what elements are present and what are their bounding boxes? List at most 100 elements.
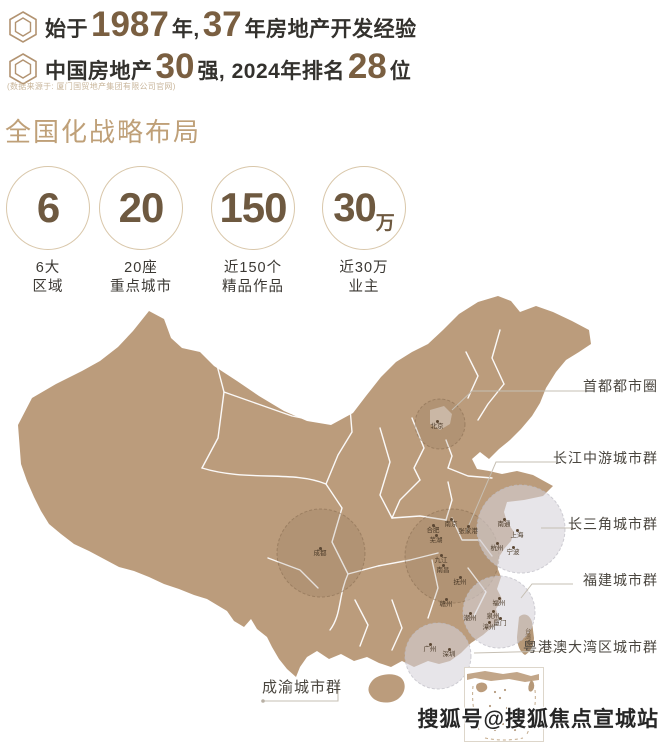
city-dot-icon — [441, 563, 445, 567]
stat-circle: 150 — [211, 166, 295, 250]
stat-circle: 20 — [99, 166, 183, 250]
label-greater-bay-cluster: 粤港澳大湾区城市群 — [523, 639, 658, 655]
cred2-prefix: 中国房地产 — [45, 60, 153, 83]
china-landmass — [18, 296, 591, 677]
city-name-label: 潮州 — [463, 614, 477, 622]
stat-value: 30 — [333, 186, 376, 230]
fujian-cluster-circle — [462, 575, 536, 649]
stat-value: 20 — [118, 184, 165, 231]
greater-bay-cluster-circle — [404, 622, 472, 690]
capital-cluster-circle — [414, 398, 466, 450]
city-name-label: 漳州 — [482, 623, 496, 631]
city-name-label: 杭州 — [490, 544, 504, 552]
cred1-mid: 年, — [171, 18, 200, 41]
city-name-label: 北京 — [430, 422, 444, 430]
city-dot-icon — [511, 545, 515, 549]
city-dot-icon — [434, 533, 438, 537]
stat-projects: 150 近150个 精品作品 — [206, 166, 300, 297]
city-dot-icon — [487, 620, 491, 624]
stat-circle: 30 万 — [322, 166, 406, 250]
stat-label-line1: 20座 — [124, 260, 158, 276]
city-name-label: 合肥 — [426, 526, 440, 534]
city-name-label: 厦门 — [493, 619, 507, 627]
cred2-mid: 强, 2024年排名 — [197, 60, 345, 83]
city-name-label: 芜湖 — [429, 536, 443, 544]
label-chengyu-cluster: 成渝城市群 — [262, 679, 343, 696]
city-name-label: 成都 — [313, 549, 327, 557]
cred1-year: 1987 — [91, 5, 169, 44]
coastal-cluster-circles — [404, 484, 566, 690]
city-dot-icon — [468, 611, 472, 615]
section-title: 全国化战略布局 — [5, 117, 202, 147]
label-capital-cluster: 首都都市圈 — [583, 378, 658, 394]
stat-label: 近30万 业主 — [317, 259, 411, 297]
city-dot-icon — [318, 546, 322, 550]
land-cluster-circles — [276, 398, 500, 604]
city-dot-icon — [497, 596, 501, 600]
city-name-label: 福州 — [492, 599, 506, 607]
city-name-label: 台湾省 — [523, 628, 530, 646]
stat-value: 150 — [219, 184, 287, 231]
stat-label-line2: 精品作品 — [222, 279, 284, 295]
stat-label: 20座 重点城市 — [94, 259, 188, 297]
city-name-label: 南昌 — [436, 566, 450, 574]
label-mid-yangtze-cluster: 长江中游城市群 — [553, 450, 658, 466]
cred1-prefix: 始于 — [45, 18, 88, 41]
leader-lines — [263, 390, 590, 702]
mid-yangtze-leader-line — [465, 461, 556, 533]
credential-line-1: 始于 1987 年, 37 年房地产开发经验 — [45, 7, 417, 43]
chengyu-leader-line — [263, 680, 339, 702]
stat-label-line2: 重点城市 — [110, 279, 172, 295]
city-name-label: 深圳 — [442, 650, 456, 658]
stat-label-line1: 近30万 — [339, 260, 389, 276]
city-dot-icon — [428, 642, 432, 646]
city-dot-icon — [435, 419, 439, 423]
stat-unit: 万 — [375, 213, 395, 234]
watermark: 搜狐号@搜狐焦点宣城站 — [417, 708, 659, 731]
label-yangtze-delta-cluster: 长三角城市群 — [568, 516, 658, 532]
city-dot-icon — [466, 524, 470, 528]
city-dot-icon — [491, 609, 495, 613]
greater-bay-leader-line — [473, 650, 556, 654]
cred1-suffix: 年房地产开发经验 — [244, 18, 417, 41]
stat-label-line1: 近150个 — [223, 260, 283, 276]
chengyu-cluster-circle — [276, 508, 366, 598]
city-name-label: 南通 — [497, 520, 511, 528]
hexagon-badge-icon — [9, 53, 37, 85]
cred1-years-count: 37 — [202, 5, 242, 44]
city-dot-icon — [431, 523, 435, 527]
stat-value: 6 — [36, 184, 60, 231]
city-name-label: 抚州 — [453, 578, 467, 586]
city-name-label: 赣州 — [439, 600, 453, 608]
stat-circle: 6 — [6, 166, 90, 250]
stat-label-line1: 6大 — [35, 260, 61, 276]
hainan-island — [368, 674, 405, 703]
city-dot-icon — [515, 528, 519, 532]
cred2-suffix: 位 — [389, 60, 412, 83]
city-name-label: 张家港 — [458, 527, 478, 535]
capital-leader-line — [451, 390, 590, 411]
stat-label-line2: 区域 — [32, 279, 64, 295]
data-source-note: (数据来源于: 厦门国贸地产集团有限公司官网) — [7, 82, 176, 91]
stat-label: 6大 区域 — [1, 259, 95, 297]
city-dot-icon — [449, 517, 453, 521]
chengyu-leader-dot — [261, 699, 265, 703]
city-name-label: 泉州 — [486, 612, 500, 620]
yangtze-delta-cluster-circle — [476, 484, 566, 574]
city-name-label: 广州 — [423, 645, 437, 653]
city-dot-icon — [444, 597, 448, 601]
stat-regions: 6 6大 区域 — [1, 166, 95, 297]
stat-label-line2: 业主 — [348, 279, 380, 295]
city-name-label: 九江 — [434, 556, 448, 564]
china-map — [0, 282, 660, 741]
city-name-label: 上海 — [510, 531, 524, 539]
city-dot-icon — [458, 575, 462, 579]
fujian-leader-line — [520, 583, 573, 599]
stat-owners: 30 万 近30万 业主 — [317, 166, 411, 297]
label-fujian-cluster: 福建城市群 — [583, 572, 658, 588]
city-name-label: 宁波 — [506, 548, 520, 556]
cred2-rank28: 28 — [347, 47, 387, 86]
city-dot-icon — [439, 553, 443, 557]
credential-line-2: 中国房地产 30 强, 2024年排名 28 位 — [45, 49, 411, 85]
